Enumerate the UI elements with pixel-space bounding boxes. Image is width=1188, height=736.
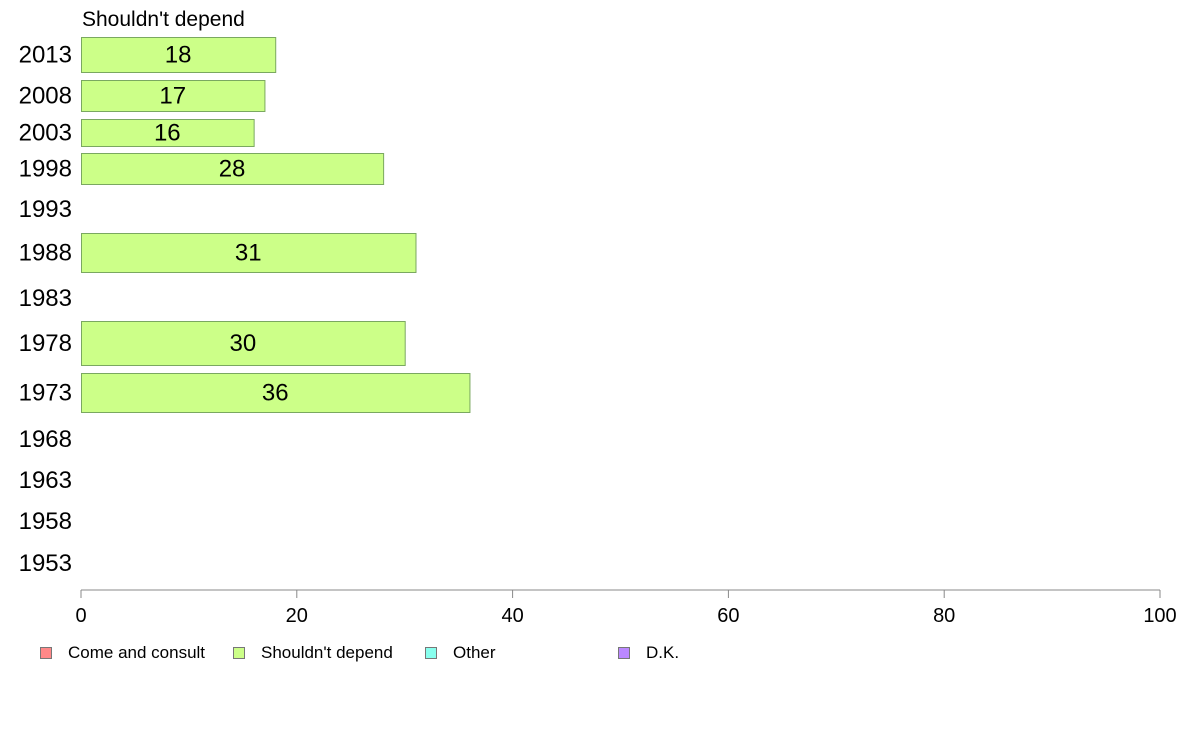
y-tick-label-2003: 2003 <box>19 120 72 147</box>
x-tick-label-80: 80 <box>933 605 955 627</box>
bar-2013 <box>81 37 277 73</box>
y-tick-label-1958: 1958 <box>19 508 72 535</box>
legend-label-come-and-consult: Come and consult <box>68 643 206 662</box>
y-tick-label-1953: 1953 <box>19 550 72 577</box>
legend-item-come-and-consult: Come and consult <box>40 641 205 665</box>
bar-value-label-2013: 18 <box>165 42 192 69</box>
legend-label-dk: D.K. <box>646 643 680 662</box>
bar-value-label-1973: 36 <box>262 380 289 407</box>
y-tick-label-1998: 1998 <box>19 156 72 183</box>
y-tick-label-1983: 1983 <box>19 285 72 312</box>
bar-2008 <box>81 80 266 112</box>
bar-value-label-1988: 31 <box>235 240 262 267</box>
x-tick-label-0: 0 <box>75 605 86 627</box>
y-tick-label-2008: 2008 <box>19 83 72 110</box>
bar-value-label-1978: 30 <box>229 330 256 357</box>
y-tick-label-1963: 1963 <box>19 467 72 494</box>
y-tick-label-1988: 1988 <box>19 240 72 267</box>
bar-1973 <box>81 373 471 413</box>
x-axis: 0 20 40 60 80 100 <box>75 589 1177 627</box>
legend-swatch-shouldnt-depend <box>233 647 245 659</box>
chart-title: Shouldn't depend <box>82 8 245 31</box>
bar-value-label-2008: 17 <box>159 83 186 110</box>
legend: Come and consult Shouldn't depend Other … <box>0 641 1188 667</box>
x-tick-label-40: 40 <box>501 605 523 627</box>
legend-label-other: Other <box>453 643 496 662</box>
bar-1998 <box>81 153 385 185</box>
bar-value-label-1998: 28 <box>219 156 246 183</box>
legend-swatch-other <box>425 647 437 659</box>
bar-1978 <box>81 321 406 366</box>
y-tick-label-1973: 1973 <box>19 380 72 407</box>
x-tick-label-20: 20 <box>286 605 308 627</box>
bar-value-label-2003: 16 <box>154 120 181 147</box>
x-tick-label-60: 60 <box>717 605 739 627</box>
y-tick-label-1978: 1978 <box>19 330 72 357</box>
legend-swatch-come-and-consult <box>40 647 52 659</box>
y-tick-label-1993: 1993 <box>19 196 72 223</box>
bar-1988 <box>81 233 417 273</box>
bar-2003 <box>81 119 255 147</box>
x-tick-label-100: 100 <box>1143 605 1176 627</box>
legend-item-shouldnt-depend: Shouldn't depend <box>233 641 393 665</box>
y-tick-label-2013: 2013 <box>19 42 72 69</box>
legend-swatch-dk <box>618 647 630 659</box>
legend-label-shouldnt-depend: Shouldn't depend <box>261 643 393 662</box>
y-tick-label-1968: 1968 <box>19 426 72 453</box>
legend-item-dk: D.K. <box>618 641 679 665</box>
y-axis-labels: 2013 2008 2003 1998 1993 1988 1983 1978 1973 1968… <box>19 42 72 578</box>
legend-item-other: Other <box>425 641 496 665</box>
